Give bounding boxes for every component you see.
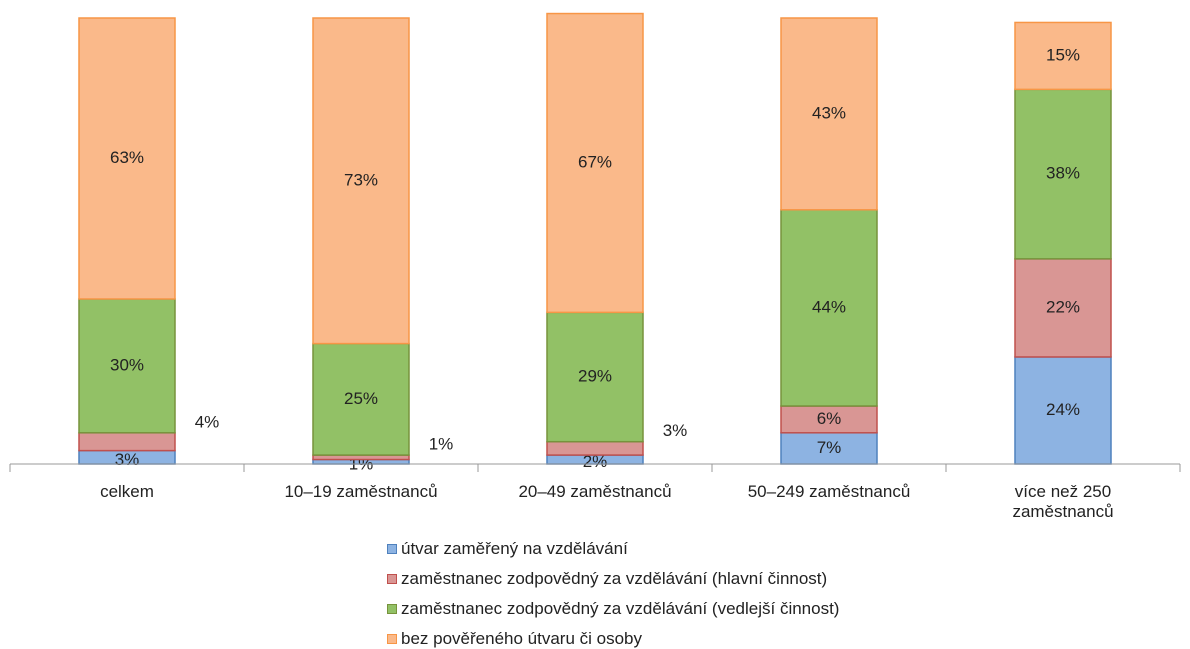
legend-swatch [387, 574, 397, 584]
data-label: 43% [812, 103, 846, 122]
data-label: 29% [578, 367, 612, 386]
legend-item: útvar zaměřený na vzdělávání [387, 539, 628, 559]
data-label: 24% [1046, 400, 1080, 419]
bar-segment [78, 432, 176, 452]
bar-segment [1014, 258, 1112, 358]
x-tick-label: celkem [100, 482, 154, 501]
data-label: 25% [344, 389, 378, 408]
bar-segment [78, 298, 176, 434]
legend-label: zaměstnanec zodpovědný za vzdělávání (ve… [401, 599, 840, 618]
data-label: 67% [578, 152, 612, 171]
data-label: 63% [110, 148, 144, 167]
data-label: 6% [817, 409, 842, 428]
x-tick-label: 10–19 zaměstnanců [284, 482, 438, 501]
legend-swatch [387, 604, 397, 614]
x-tick-label: 50–249 zaměstnanců [747, 482, 911, 501]
data-label: 73% [344, 170, 378, 189]
bar-segment [312, 17, 410, 345]
bar-segment [546, 311, 644, 443]
bar-segment [1014, 356, 1112, 465]
bar-segment [546, 440, 644, 456]
data-label: 38% [1046, 164, 1080, 183]
legend-label: zaměstnanec zodpovědný za vzdělávání (hl… [401, 569, 828, 588]
legend-item: bez pověřeného útvaru či osoby [387, 629, 642, 649]
bar-segment [1014, 88, 1112, 260]
data-label: 4% [195, 412, 220, 431]
data-label: 1% [429, 435, 454, 454]
legend-swatch [387, 634, 397, 644]
data-label: 2% [583, 452, 608, 471]
x-tick-label: více než 250 zaměstnanců [1012, 482, 1114, 521]
data-label: 15% [1046, 45, 1080, 64]
legend-item: zaměstnanec zodpovědný za vzdělávání (hl… [387, 569, 827, 589]
legend-swatch [387, 544, 397, 554]
data-label: 30% [110, 355, 144, 374]
data-label: 3% [663, 421, 688, 440]
legend-label: útvar zaměřený na vzdělávání [401, 539, 628, 558]
data-label: 22% [1046, 297, 1080, 316]
bar-segment [780, 209, 878, 407]
x-tick-label: 20–49 zaměstnanců [518, 482, 672, 501]
data-label: 7% [817, 438, 842, 457]
bar-segment [780, 405, 878, 434]
data-label: 3% [115, 450, 140, 469]
bar-segment [780, 17, 878, 211]
bar-segment [1014, 21, 1112, 91]
legend-item: zaměstnanec zodpovědný za vzdělávání (ve… [387, 599, 839, 619]
bar-segment [312, 342, 410, 456]
bar-segment [78, 17, 176, 300]
bar-segment [546, 12, 644, 314]
data-label: 44% [812, 297, 846, 316]
legend-label: bez pověřeného útvaru či osoby [401, 629, 642, 648]
